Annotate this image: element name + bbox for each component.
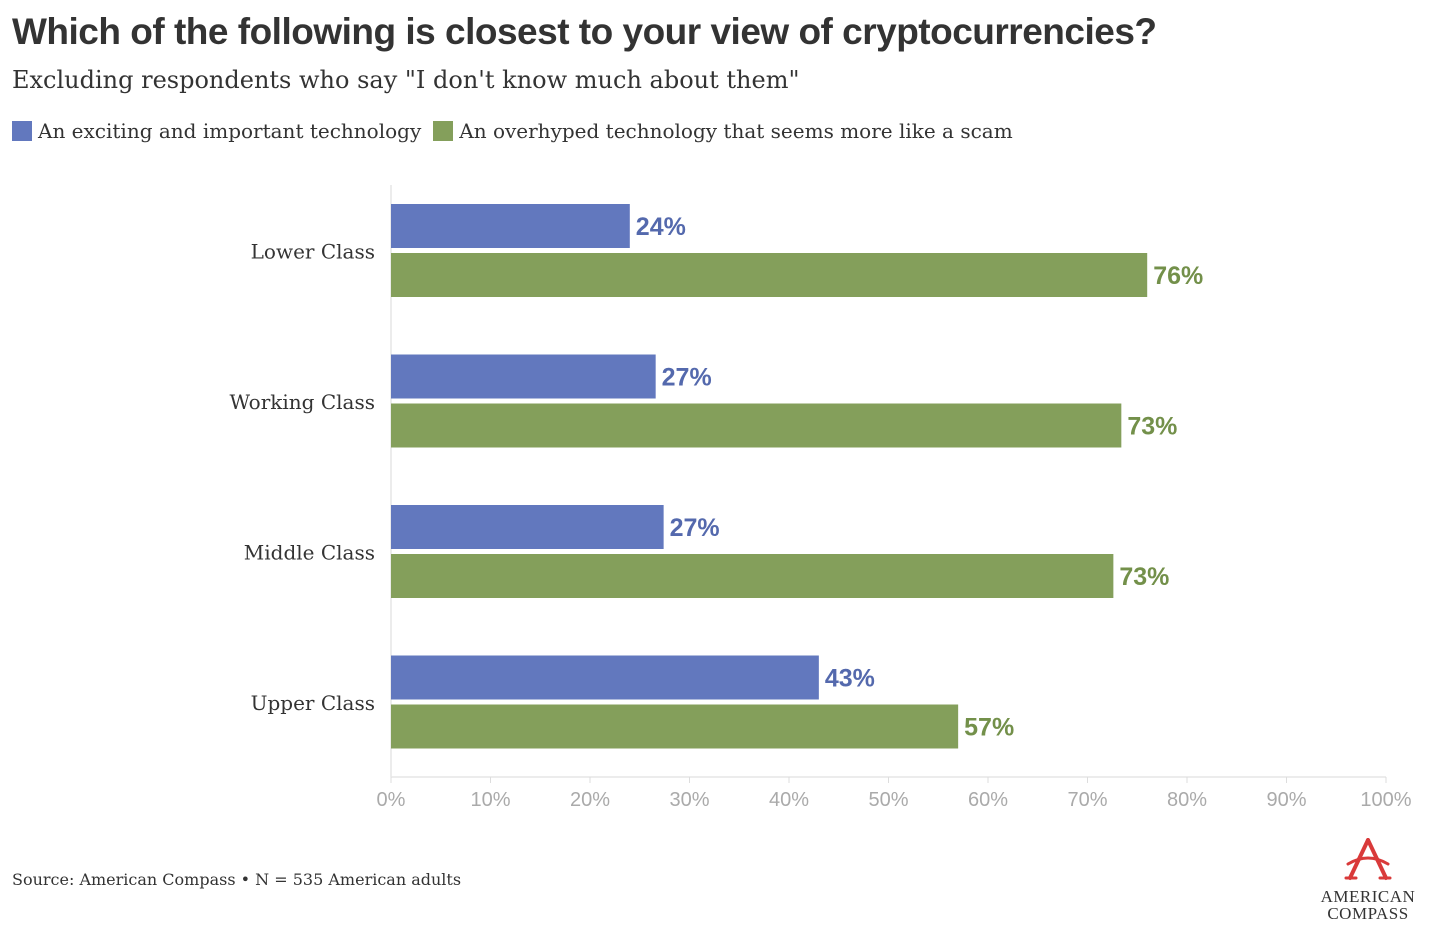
x-tick-label: 40%	[769, 789, 809, 811]
compass-a-icon	[1344, 838, 1392, 880]
data-label-overhyped: 57%	[964, 714, 1014, 742]
x-tick-label: 60%	[968, 789, 1008, 811]
legend-label-exciting: An exciting and important technology	[38, 119, 422, 143]
chart-subtitle: Excluding respondents who say "I don't k…	[12, 66, 800, 94]
data-label-overhyped: 76%	[1153, 262, 1203, 290]
data-label-exciting: 27%	[662, 364, 712, 392]
x-tick-label: 10%	[470, 789, 510, 811]
category-label: Lower Class	[251, 240, 375, 264]
chart-title: Which of the following is closest to you…	[12, 11, 1157, 52]
x-tick-label: 90%	[1266, 789, 1306, 811]
bar-chart: 0% 10% 20% 30% 40% 50% 60% 70% 80% 90% 100% Lower C…	[229, 185, 1412, 811]
bar-overhyped	[391, 554, 1114, 598]
legend-item-exciting: An exciting and important technology	[12, 119, 421, 143]
x-tick-label: 70%	[1067, 789, 1107, 811]
logo-text-line2: COMPASS	[1327, 904, 1409, 923]
legend-swatch-exciting	[12, 121, 32, 141]
logo-text-line1: AMERICAN	[1320, 887, 1416, 906]
x-tick-label: 0%	[377, 789, 406, 811]
x-tick-label: 100%	[1360, 789, 1411, 811]
data-label-exciting: 43%	[825, 665, 875, 693]
bar-exciting	[391, 505, 664, 549]
data-label-exciting: 24%	[636, 213, 686, 241]
legend: An exciting and important technology An …	[12, 116, 1025, 146]
source-note: Source: American Compass • N = 535 Ameri…	[12, 870, 462, 889]
legend-swatch-overhyped	[433, 121, 454, 141]
category-label: Middle Class	[244, 541, 375, 565]
data-label-exciting: 27%	[670, 514, 720, 542]
bar-overhyped	[391, 403, 1122, 448]
legend-label-overhyped: An overhyped technology that seems more …	[459, 119, 1013, 143]
x-tick-label: 50%	[868, 789, 908, 811]
bar-exciting	[391, 354, 656, 399]
bar-overhyped	[391, 704, 959, 749]
x-tick-label: 30%	[669, 789, 709, 811]
category-label: Upper Class	[251, 691, 375, 715]
bar-exciting	[391, 204, 630, 248]
data-label-overhyped: 73%	[1127, 413, 1177, 441]
legend-item-overhyped: An overhyped technology that seems more …	[433, 119, 1013, 143]
category-label: Working Class	[229, 390, 375, 414]
data-label-overhyped: 73%	[1119, 563, 1169, 591]
bar-exciting	[391, 655, 819, 700]
x-tick-label: 80%	[1167, 789, 1207, 811]
x-tick-label: 20%	[570, 789, 610, 811]
bar-overhyped	[391, 253, 1148, 297]
american-compass-logo: AMERICAN COMPASS	[1308, 838, 1428, 922]
